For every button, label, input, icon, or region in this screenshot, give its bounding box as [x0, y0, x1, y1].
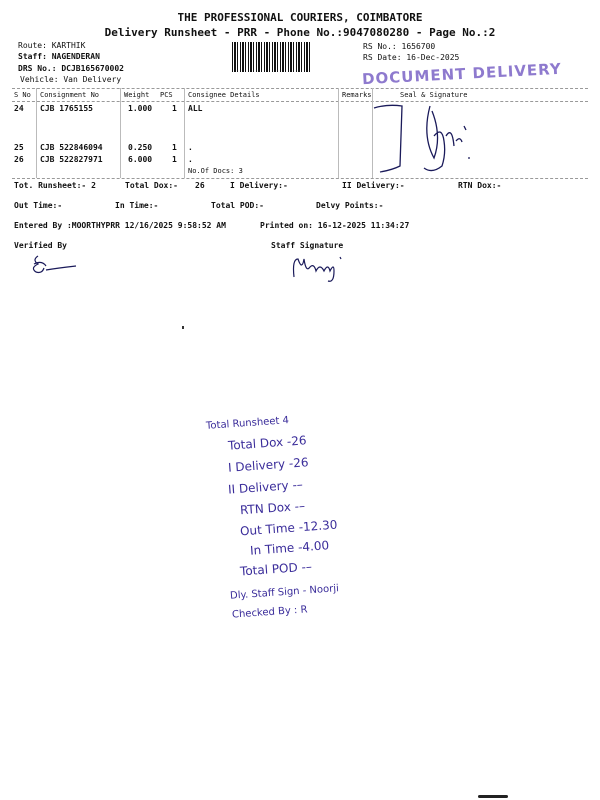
handstamp-line: Total POD -– [239, 559, 313, 579]
drs-no: DRS No.: DCJB165670002 [18, 64, 124, 73]
row-consignee: . [188, 155, 193, 164]
printed-on: Printed on: 16-12-2025 11:34:27 [260, 221, 410, 230]
staff-signature-label: Staff Signature [271, 241, 344, 250]
col-divider [372, 88, 373, 178]
staff-signature [292, 256, 342, 282]
scan-mark [478, 795, 508, 798]
row-sno: 26 [14, 155, 24, 164]
row-consignment: CJB 522827971 [40, 155, 103, 164]
col-seal: Seal & Signature [400, 91, 468, 99]
company-title: THE PROFESSIONAL COURIERS, COIMBATORE [177, 11, 423, 24]
table-top-rule [12, 88, 588, 89]
delvy-points: Delvy Points:- [316, 201, 384, 210]
rtn-dox: RTN Dox:- [458, 181, 502, 190]
total-dox-value: 26 [195, 181, 205, 190]
col-remarks: Remarks [342, 91, 372, 99]
handstamp-line: Out Time -12.30 [239, 517, 338, 539]
row-sno: 24 [14, 104, 24, 113]
row-weight: 1.000 [128, 104, 153, 113]
row-pcs: 1 [172, 104, 177, 113]
col-pcs: PCS [160, 91, 173, 99]
document-delivery-stamp: DOCUMENT DELIVERY [361, 59, 563, 89]
handstamp-line: Total Runsheet 4 [205, 415, 290, 432]
verifier-signature [32, 255, 77, 274]
table-bottom-rule [12, 178, 588, 179]
i-delivery: I Delivery:- [230, 181, 288, 190]
vehicle: Vehicle: Van Delivery [20, 75, 122, 84]
tot-runsheet: Tot. Runsheet:- 2 [14, 181, 96, 190]
total-pod: Total POD:- [211, 201, 264, 210]
col-weight: Weight [124, 91, 150, 99]
route: Route: KARTHIK [18, 41, 86, 50]
verified-by-label: Verified By [14, 241, 67, 250]
recipient-signature [373, 104, 470, 173]
row-pcs: 1 [172, 143, 177, 152]
handstamp-line: Total Dox -26 [227, 433, 307, 453]
total-dox: Total Dox:- [125, 181, 178, 190]
col-consignee: Consignee Details [188, 91, 260, 99]
handstamp-line: Checked By : R [231, 604, 308, 621]
row-consignment: CJB 1765155 [40, 104, 93, 113]
handstamp-line: In Time -4.00 [249, 538, 330, 558]
in-time: In Time:- [115, 201, 159, 210]
row-weight: 6.000 [128, 155, 153, 164]
out-time: Out Time:- [14, 201, 63, 210]
handstamp-line: II Delivery -– [227, 477, 304, 497]
col-divider [36, 88, 37, 178]
row-consignment: CJB 522846094 [40, 143, 103, 152]
row-consignee: ALL [188, 104, 203, 113]
rs-date: RS Date: 16-Dec-2025 [363, 53, 460, 62]
handstamp-line: Dly. Staff Sign - Noorji [229, 583, 340, 602]
header-rule [12, 101, 588, 102]
barcode [232, 42, 312, 72]
speck [182, 326, 184, 329]
handstamp-line: RTN Dox -– [239, 498, 306, 518]
docs-count: No.Of Docs: 3 [188, 167, 243, 175]
col-consignment: Consignment No [40, 91, 100, 99]
staff: Staff: NAGENDERAN [18, 52, 100, 61]
entered-by: Entered By :MOORTHYPRR 12/16/2025 9:58:5… [14, 221, 226, 230]
col-divider [184, 88, 185, 178]
col-divider [338, 88, 339, 178]
rs-no: RS No.: 1656700 [363, 42, 436, 51]
handstamp-line: I Delivery -26 [227, 455, 309, 475]
col-divider [120, 88, 121, 178]
runsheet-subtitle: Delivery Runsheet - PRR - Phone No.:9047… [104, 26, 496, 39]
row-pcs: 1 [172, 155, 177, 164]
row-weight: 0.250 [128, 143, 153, 152]
ii-delivery: II Delivery:- [342, 181, 405, 190]
row-consignee: . [188, 143, 193, 152]
col-sno: S No [14, 91, 31, 99]
row-sno: 25 [14, 143, 24, 152]
